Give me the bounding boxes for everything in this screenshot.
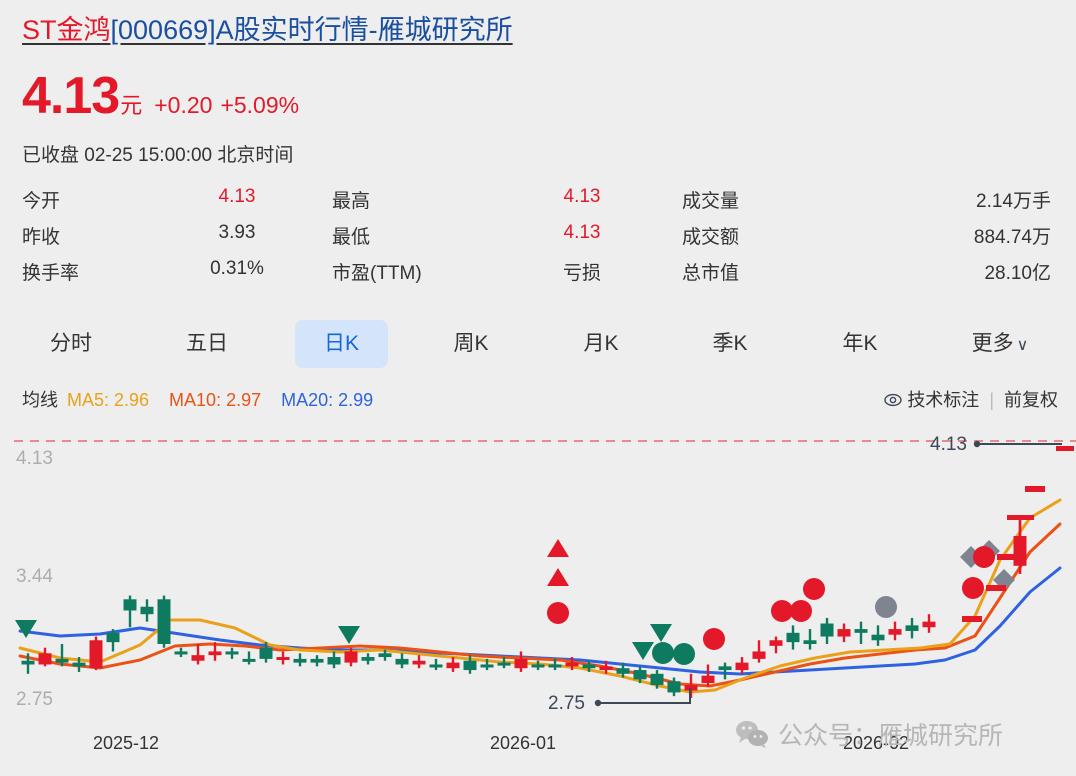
stats-grid: 今开 4.13 最高 4.13 成交量 2.14万手 昨收 3.93 最低 4.… bbox=[22, 186, 1057, 285]
low-callout: 2.75 bbox=[548, 688, 691, 714]
high-callout: 4.13 bbox=[930, 434, 1062, 455]
controls-separator: | bbox=[989, 390, 994, 410]
ma5-legend: MA5: 2.96 bbox=[67, 390, 150, 410]
tab-fenshi[interactable]: 分时 bbox=[50, 332, 92, 355]
tab-wuri[interactable]: 五日 bbox=[186, 332, 228, 355]
page-title-rest: [000669]A股实时行情-雁城研究所 bbox=[110, 15, 513, 45]
chart-controls: 技术标注 | 前复权 bbox=[884, 386, 1058, 414]
stat-label-high: 最高 bbox=[332, 191, 371, 212]
price-unit: 元 bbox=[120, 93, 143, 118]
tab-more[interactable]: 更多 ∨ bbox=[945, 320, 1055, 368]
page-title-symbol: ST金鸿 bbox=[22, 15, 111, 45]
y-axis-label-low: 2.75 bbox=[16, 689, 53, 710]
stat-label-marketcap: 总市值 bbox=[682, 263, 740, 284]
ma20-legend: MA20: 2.99 bbox=[281, 390, 374, 410]
wechat-icon bbox=[736, 721, 768, 748]
price-change: +0.20 bbox=[154, 92, 213, 118]
period-tabs: 分时 五日 日K 周K 月K 季K 年K 更多 ∨ bbox=[0, 316, 1076, 374]
adjust-mode-button[interactable]: 前复权 bbox=[1004, 390, 1058, 410]
chart-canvas[interactable]: 4.13 3.44 2.75 4.13 2.75 2025-12 2026-01… bbox=[0, 424, 1076, 776]
stat-label-prevclose: 昨收 bbox=[22, 227, 61, 248]
moving-average-lines bbox=[18, 498, 1062, 694]
stat-label-volume: 成交量 bbox=[682, 191, 740, 212]
stat-label-low: 最低 bbox=[332, 227, 371, 248]
chevron-down-icon: ∨ bbox=[1016, 337, 1029, 354]
technical-markers bbox=[15, 486, 1045, 665]
high-callout-label: 4.13 bbox=[930, 434, 967, 455]
tab-rik[interactable]: 日K bbox=[295, 320, 388, 368]
ma10-legend: MA10: 2.97 bbox=[169, 390, 262, 410]
stat-value-pe: 亏损 bbox=[562, 263, 601, 284]
y-axis-label-mid: 3.44 bbox=[16, 566, 53, 587]
x-axis-label-1: 2026-01 bbox=[490, 733, 556, 753]
stat-value-open: 4.13 bbox=[218, 186, 256, 207]
watermark: 公众号：雁城研究所 bbox=[735, 716, 1003, 752]
stat-label-open: 今开 bbox=[22, 191, 61, 212]
ma-legend-title: 均线 bbox=[22, 390, 58, 410]
tech-annotation-button[interactable]: 技术标注 bbox=[907, 390, 980, 410]
tab-niank[interactable]: 年K bbox=[842, 332, 878, 355]
stat-label-turnover-amt: 成交额 bbox=[682, 227, 740, 248]
price-change-percent: +5.09% bbox=[220, 92, 300, 118]
limit-up-marker bbox=[1056, 446, 1074, 451]
stat-value-turnover-amt: 884.74万 bbox=[973, 227, 1051, 248]
ma-legend: 均线 MA5: 2.96 MA10: 2.97 MA20: 2.99 bbox=[22, 386, 373, 412]
stat-value-high: 4.13 bbox=[563, 186, 601, 207]
low-callout-label: 2.75 bbox=[548, 693, 585, 714]
stat-value-volume: 2.14万手 bbox=[976, 191, 1051, 212]
watermark-text: 公众号：雁城研究所 bbox=[778, 722, 1004, 750]
x-axis-label-2: 2026-02 bbox=[843, 733, 909, 753]
candlestick-chart[interactable]: 4.13 3.44 2.75 4.13 2.75 2025-12 2026-01… bbox=[0, 424, 1076, 776]
eye-icon[interactable] bbox=[884, 391, 903, 414]
stat-label-turnover-rate: 换手率 bbox=[22, 263, 80, 284]
stat-value-low: 4.13 bbox=[563, 222, 601, 243]
current-price: 4.13 bbox=[22, 67, 120, 125]
stat-value-prevclose: 3.93 bbox=[218, 222, 256, 243]
x-axis-label-0: 2025-12 bbox=[93, 733, 159, 753]
y-axis-label-high: 4.13 bbox=[16, 448, 53, 469]
tab-zhouk[interactable]: 周K bbox=[453, 332, 489, 355]
market-status: 已收盘 02-25 15:00:00 北京时间 bbox=[22, 145, 294, 166]
price-row: 4.13元 +0.20 +5.09% bbox=[22, 66, 299, 126]
stat-value-marketcap: 28.10亿 bbox=[984, 263, 1051, 284]
current-day-candle bbox=[1007, 515, 1034, 574]
tab-yuek[interactable]: 月K bbox=[583, 332, 619, 355]
stat-label-pe: 市盈(TTM) bbox=[332, 263, 422, 284]
stat-value-turnover-rate: 0.31% bbox=[210, 258, 264, 279]
tab-jik[interactable]: 季K bbox=[712, 332, 748, 355]
tab-more-label: 更多 bbox=[971, 332, 1014, 355]
page-title[interactable]: ST金鸿[000669]A股实时行情-雁城研究所 bbox=[22, 14, 513, 46]
candle-series bbox=[21, 521, 1027, 698]
